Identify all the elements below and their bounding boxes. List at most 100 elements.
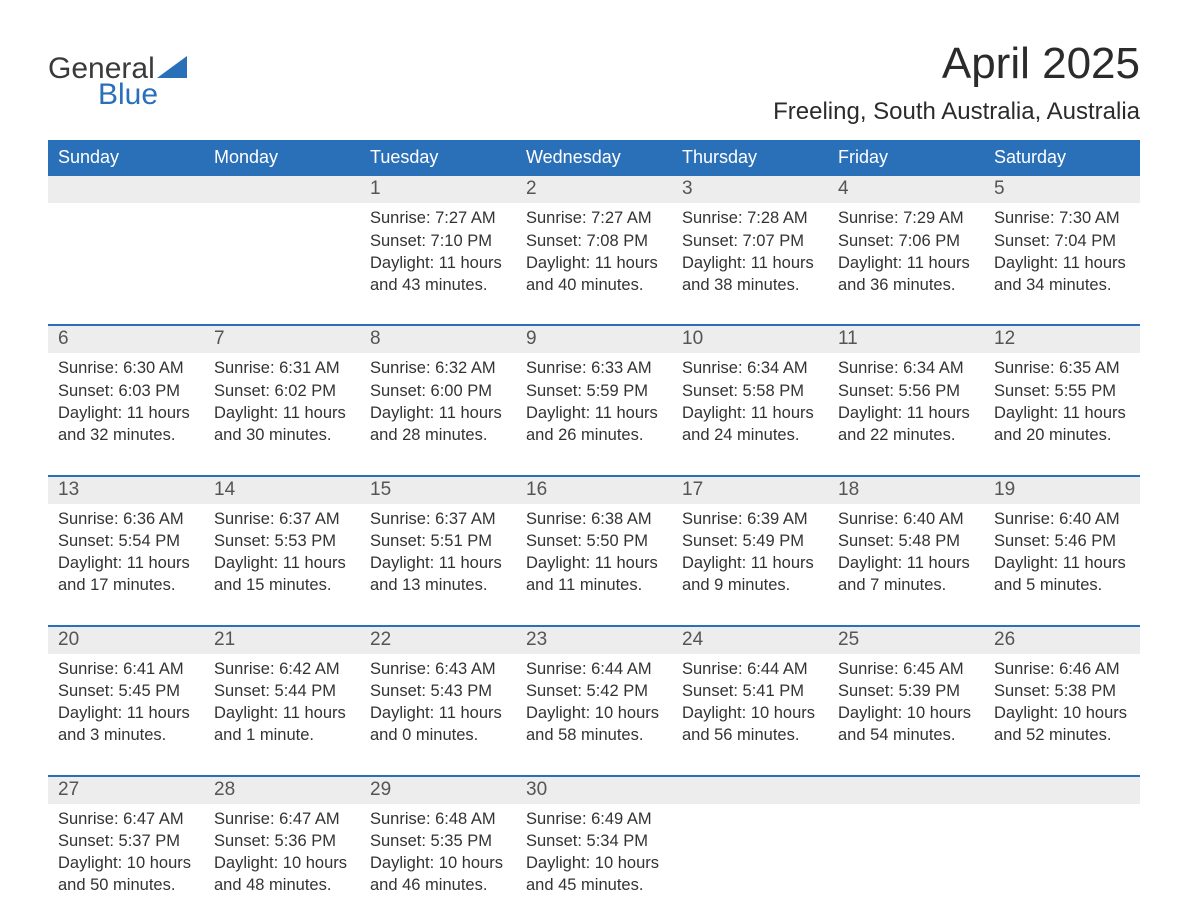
daylight-text: Daylight: 11 hours and 43 minutes. [370, 252, 506, 297]
brand-triangle-icon [157, 54, 187, 84]
day-details: Sunrise: 6:47 AMSunset: 5:36 PMDaylight:… [204, 804, 360, 897]
daylight-text: Daylight: 11 hours and 34 minutes. [994, 252, 1130, 297]
daylight-text: Daylight: 10 hours and 54 minutes. [838, 702, 974, 747]
details-row: Sunrise: 6:47 AMSunset: 5:37 PMDaylight:… [48, 804, 1140, 897]
sunset-text: Sunset: 5:42 PM [526, 680, 662, 702]
daylight-text: Daylight: 11 hours and 28 minutes. [370, 402, 506, 447]
details-row: Sunrise: 6:36 AMSunset: 5:54 PMDaylight:… [48, 504, 1140, 597]
daylight-text: Daylight: 11 hours and 15 minutes. [214, 552, 350, 597]
daylight-text: Daylight: 10 hours and 52 minutes. [994, 702, 1130, 747]
sunset-text: Sunset: 5:48 PM [838, 530, 974, 552]
day-details: Sunrise: 7:28 AMSunset: 7:07 PMDaylight:… [672, 203, 828, 296]
day-number: 21 [204, 627, 360, 654]
sunset-text: Sunset: 7:06 PM [838, 230, 974, 252]
day-number: 2 [516, 176, 672, 203]
day-number [48, 176, 204, 203]
day-number: 4 [828, 176, 984, 203]
daylight-text: Daylight: 11 hours and 24 minutes. [682, 402, 818, 447]
day-details [828, 804, 984, 897]
day-details: Sunrise: 6:44 AMSunset: 5:41 PMDaylight:… [672, 654, 828, 747]
sunrise-text: Sunrise: 6:33 AM [526, 357, 662, 379]
header: General Blue April 2025 Freeling, South … [48, 40, 1140, 126]
day-number: 30 [516, 777, 672, 804]
sunrise-text: Sunrise: 6:30 AM [58, 357, 194, 379]
daylight-text: Daylight: 10 hours and 58 minutes. [526, 702, 662, 747]
daylight-text: Daylight: 11 hours and 32 minutes. [58, 402, 194, 447]
day-number: 15 [360, 477, 516, 504]
day-details: Sunrise: 6:41 AMSunset: 5:45 PMDaylight:… [48, 654, 204, 747]
brand-logo: General Blue [48, 54, 187, 110]
calendar-week: 6789101112Sunrise: 6:30 AMSunset: 6:03 P… [48, 324, 1140, 446]
sunrise-text: Sunrise: 6:43 AM [370, 658, 506, 680]
sunrise-text: Sunrise: 6:44 AM [682, 658, 818, 680]
daylight-text: Daylight: 11 hours and 1 minute. [214, 702, 350, 747]
sunrise-text: Sunrise: 7:28 AM [682, 207, 818, 229]
daylight-text: Daylight: 10 hours and 56 minutes. [682, 702, 818, 747]
day-number: 16 [516, 477, 672, 504]
sunrise-text: Sunrise: 6:38 AM [526, 508, 662, 530]
daylight-text: Daylight: 11 hours and 5 minutes. [994, 552, 1130, 597]
location-text: Freeling, South Australia, Australia [773, 98, 1140, 126]
day-details: Sunrise: 6:47 AMSunset: 5:37 PMDaylight:… [48, 804, 204, 897]
daynum-row: 13141516171819 [48, 477, 1140, 504]
sunrise-text: Sunrise: 7:27 AM [370, 207, 506, 229]
day-number: 7 [204, 326, 360, 353]
day-details: Sunrise: 6:42 AMSunset: 5:44 PMDaylight:… [204, 654, 360, 747]
sunrise-text: Sunrise: 6:45 AM [838, 658, 974, 680]
day-number: 5 [984, 176, 1140, 203]
sunset-text: Sunset: 6:00 PM [370, 380, 506, 402]
sunrise-text: Sunrise: 6:40 AM [838, 508, 974, 530]
sunset-text: Sunset: 5:36 PM [214, 830, 350, 852]
daylight-text: Daylight: 11 hours and 40 minutes. [526, 252, 662, 297]
daynum-row: 27282930 [48, 777, 1140, 804]
sunset-text: Sunset: 5:55 PM [994, 380, 1130, 402]
sunset-text: Sunset: 5:41 PM [682, 680, 818, 702]
sunset-text: Sunset: 5:56 PM [838, 380, 974, 402]
calendar-week: 13141516171819Sunrise: 6:36 AMSunset: 5:… [48, 475, 1140, 597]
weekday-header: Monday [204, 140, 360, 176]
sunset-text: Sunset: 7:04 PM [994, 230, 1130, 252]
daynum-row: 6789101112 [48, 326, 1140, 353]
sunrise-text: Sunrise: 6:31 AM [214, 357, 350, 379]
day-details: Sunrise: 6:32 AMSunset: 6:00 PMDaylight:… [360, 353, 516, 446]
day-details: Sunrise: 6:40 AMSunset: 5:46 PMDaylight:… [984, 504, 1140, 597]
brand-word2: Blue [98, 80, 187, 110]
sunset-text: Sunset: 5:50 PM [526, 530, 662, 552]
daylight-text: Daylight: 11 hours and 22 minutes. [838, 402, 974, 447]
day-number: 9 [516, 326, 672, 353]
day-details: Sunrise: 7:29 AMSunset: 7:06 PMDaylight:… [828, 203, 984, 296]
sunset-text: Sunset: 5:44 PM [214, 680, 350, 702]
sunrise-text: Sunrise: 6:46 AM [994, 658, 1130, 680]
sunset-text: Sunset: 5:58 PM [682, 380, 818, 402]
day-number: 11 [828, 326, 984, 353]
sunset-text: Sunset: 5:46 PM [994, 530, 1130, 552]
day-details: Sunrise: 6:40 AMSunset: 5:48 PMDaylight:… [828, 504, 984, 597]
day-number: 23 [516, 627, 672, 654]
calendar-grid: Sunday Monday Tuesday Wednesday Thursday… [48, 140, 1140, 896]
daylight-text: Daylight: 11 hours and 0 minutes. [370, 702, 506, 747]
sunset-text: Sunset: 7:10 PM [370, 230, 506, 252]
details-row: Sunrise: 7:27 AMSunset: 7:10 PMDaylight:… [48, 203, 1140, 296]
sunrise-text: Sunrise: 6:49 AM [526, 808, 662, 830]
day-details: Sunrise: 6:38 AMSunset: 5:50 PMDaylight:… [516, 504, 672, 597]
daynum-row: 12345 [48, 176, 1140, 203]
day-details: Sunrise: 7:30 AMSunset: 7:04 PMDaylight:… [984, 203, 1140, 296]
weekday-header: Sunday [48, 140, 204, 176]
month-title: April 2025 [773, 40, 1140, 88]
calendar-week: 27282930Sunrise: 6:47 AMSunset: 5:37 PMD… [48, 775, 1140, 897]
daylight-text: Daylight: 11 hours and 9 minutes. [682, 552, 818, 597]
sunset-text: Sunset: 5:43 PM [370, 680, 506, 702]
day-details [984, 804, 1140, 897]
day-number: 27 [48, 777, 204, 804]
sunset-text: Sunset: 6:02 PM [214, 380, 350, 402]
day-details: Sunrise: 6:46 AMSunset: 5:38 PMDaylight:… [984, 654, 1140, 747]
sunset-text: Sunset: 5:35 PM [370, 830, 506, 852]
day-details: Sunrise: 6:37 AMSunset: 5:51 PMDaylight:… [360, 504, 516, 597]
weekday-header: Friday [828, 140, 984, 176]
day-number: 24 [672, 627, 828, 654]
daylight-text: Daylight: 11 hours and 30 minutes. [214, 402, 350, 447]
sunrise-text: Sunrise: 6:36 AM [58, 508, 194, 530]
day-number: 29 [360, 777, 516, 804]
day-number [672, 777, 828, 804]
sunrise-text: Sunrise: 6:32 AM [370, 357, 506, 379]
